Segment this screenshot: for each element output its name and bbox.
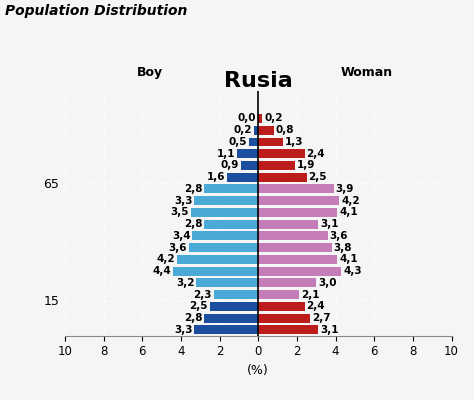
Bar: [258, 314, 310, 322]
Text: 4,1: 4,1: [339, 254, 358, 264]
Bar: [214, 290, 258, 299]
Text: 4,1: 4,1: [339, 207, 358, 217]
Bar: [204, 184, 258, 193]
Text: 3,3: 3,3: [174, 325, 192, 335]
Bar: [258, 255, 337, 264]
Text: 2,7: 2,7: [312, 313, 331, 323]
Bar: [204, 220, 258, 228]
Bar: [194, 196, 258, 205]
Bar: [204, 314, 258, 322]
Bar: [258, 267, 341, 276]
Bar: [258, 232, 328, 240]
Text: 0,0: 0,0: [238, 114, 256, 124]
Bar: [258, 173, 307, 182]
Bar: [258, 278, 316, 287]
Bar: [227, 173, 258, 182]
Text: 1,9: 1,9: [297, 160, 315, 170]
Text: 4,2: 4,2: [156, 254, 175, 264]
Bar: [191, 208, 258, 217]
Text: 3,8: 3,8: [334, 243, 352, 253]
Text: 3,2: 3,2: [176, 278, 194, 288]
Text: 3,0: 3,0: [318, 278, 337, 288]
Text: 3,5: 3,5: [170, 207, 189, 217]
Text: 2,1: 2,1: [301, 290, 319, 300]
Text: 1,1: 1,1: [217, 149, 235, 159]
Bar: [258, 290, 299, 299]
Text: Population Distribution: Population Distribution: [5, 4, 187, 18]
Text: 1,6: 1,6: [207, 172, 225, 182]
Text: 0,2: 0,2: [264, 114, 283, 124]
Text: Woman: Woman: [340, 66, 392, 79]
Bar: [192, 232, 258, 240]
Text: 4,2: 4,2: [341, 196, 360, 206]
Title: Rusia: Rusia: [224, 71, 292, 91]
Text: Boy: Boy: [137, 66, 163, 79]
Text: 2,3: 2,3: [193, 290, 212, 300]
Bar: [258, 161, 295, 170]
Bar: [196, 278, 258, 287]
Text: 2,5: 2,5: [190, 301, 208, 311]
Bar: [248, 138, 258, 146]
Text: 3,4: 3,4: [172, 231, 191, 241]
Text: 3,6: 3,6: [330, 231, 348, 241]
Text: 3,1: 3,1: [320, 219, 338, 229]
Text: 3,1: 3,1: [320, 325, 338, 335]
Bar: [258, 243, 332, 252]
Bar: [177, 255, 258, 264]
Bar: [258, 184, 334, 193]
Bar: [258, 208, 337, 217]
Bar: [258, 196, 339, 205]
Bar: [258, 138, 283, 146]
Bar: [210, 302, 258, 311]
Bar: [258, 326, 318, 334]
Text: 3,6: 3,6: [168, 243, 187, 253]
Text: 2,4: 2,4: [307, 301, 325, 311]
Text: 3,3: 3,3: [174, 196, 192, 206]
Bar: [173, 267, 258, 276]
X-axis label: (%): (%): [247, 364, 269, 377]
Bar: [237, 149, 258, 158]
Text: 2,5: 2,5: [309, 172, 327, 182]
Bar: [258, 149, 305, 158]
Text: 2,8: 2,8: [183, 184, 202, 194]
Text: 0,8: 0,8: [275, 125, 294, 135]
Bar: [258, 126, 273, 134]
Text: 4,3: 4,3: [343, 266, 362, 276]
Text: 2,4: 2,4: [307, 149, 325, 159]
Text: 3,9: 3,9: [336, 184, 354, 194]
Text: 0,2: 0,2: [234, 125, 253, 135]
Bar: [241, 161, 258, 170]
Bar: [258, 302, 305, 311]
Bar: [258, 114, 262, 123]
Text: 2,8: 2,8: [183, 313, 202, 323]
Bar: [255, 126, 258, 134]
Bar: [258, 220, 318, 228]
Text: 2,8: 2,8: [183, 219, 202, 229]
Text: 1,3: 1,3: [285, 137, 304, 147]
Text: 0,5: 0,5: [228, 137, 246, 147]
Bar: [194, 326, 258, 334]
Text: 0,9: 0,9: [220, 160, 239, 170]
Bar: [189, 243, 258, 252]
Text: 4,4: 4,4: [153, 266, 171, 276]
